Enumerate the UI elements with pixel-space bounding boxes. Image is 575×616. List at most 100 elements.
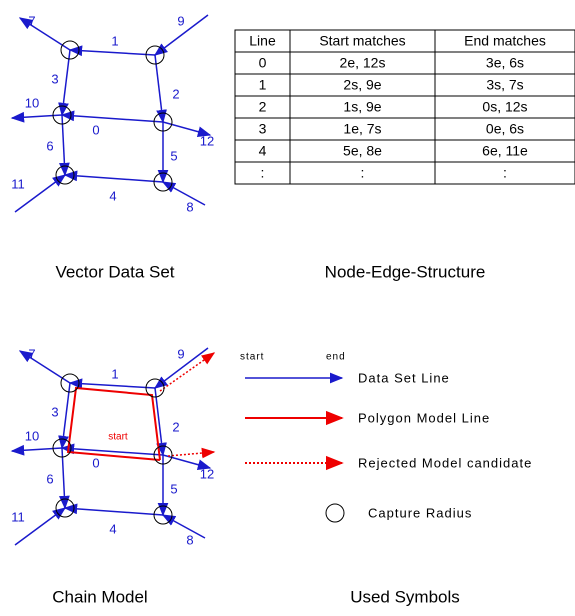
edge-label: 0 — [92, 455, 99, 470]
capture-radius — [52, 438, 72, 458]
edge-label: 6 — [46, 138, 53, 153]
edge-label: 1 — [111, 366, 118, 381]
edge — [68, 45, 156, 57]
edge — [60, 110, 164, 123]
edge — [14, 174, 67, 213]
edge — [161, 514, 206, 539]
edge-label: 4 — [109, 188, 116, 203]
capture-radius — [153, 172, 173, 192]
cell: 3s, 7s — [486, 77, 523, 93]
header-cell: Start matches — [319, 33, 405, 49]
edge — [162, 121, 212, 137]
polygon-model — [66, 386, 161, 461]
edge-label: 7 — [28, 346, 35, 361]
capture-radius — [145, 45, 165, 65]
edge-label: 8 — [186, 199, 193, 214]
edge-label: 1 — [111, 33, 118, 48]
start-label: start — [108, 432, 128, 443]
capture-radius — [153, 445, 173, 465]
edge — [10, 111, 63, 123]
capture-radius — [52, 105, 72, 125]
edge-label: 10 — [25, 95, 39, 110]
edge — [153, 14, 209, 56]
capture-radius — [55, 165, 75, 185]
edge-label: 9 — [177, 13, 184, 28]
edge — [63, 170, 164, 183]
caption: Used Symbols — [350, 587, 460, 606]
legend-item: Data Set Line — [358, 370, 450, 385]
cell: : — [261, 165, 265, 181]
cell: 0s, 12s — [482, 99, 527, 115]
edge-label: 12 — [200, 133, 214, 148]
rejected-candidate — [159, 352, 216, 392]
cell: : — [361, 165, 365, 181]
cell: 2s, 9e — [343, 77, 381, 93]
edge-label: 3 — [51, 71, 58, 86]
rejected-candidate — [167, 447, 216, 459]
cell: 1s, 9e — [343, 99, 381, 115]
caption: Chain Model — [52, 587, 147, 606]
edge-label: 11 — [11, 509, 25, 524]
cell: 1e, 7s — [343, 121, 381, 137]
legend-end: end — [326, 352, 346, 363]
edge — [58, 447, 70, 510]
edge-label: 0 — [92, 122, 99, 137]
table: Line Start matches End matches 0 2e, 12s 3e, … — [234, 29, 575, 185]
edge — [58, 382, 71, 450]
edge — [154, 54, 167, 124]
cell: 0e, 6s — [486, 121, 524, 137]
cell: : — [503, 165, 507, 181]
edge-label: 2 — [172, 86, 179, 101]
capture-radius — [153, 112, 173, 132]
capture-radius — [153, 505, 173, 525]
edge-label: 3 — [51, 404, 58, 419]
edge-label: 9 — [177, 346, 184, 361]
capture-radius — [60, 40, 80, 60]
legend-symbol — [325, 503, 345, 523]
capture-radius — [55, 498, 75, 518]
table-border — [234, 29, 575, 185]
cell: 4 — [259, 143, 267, 159]
edge-label: 5 — [170, 481, 177, 496]
edge — [18, 350, 71, 384]
edge-label: 5 — [170, 148, 177, 163]
legend: start end Data Set Line Polygon Model Li… — [240, 352, 532, 523]
header-cell: End matches — [464, 33, 546, 49]
caption: Vector Data Set — [55, 262, 174, 281]
edge-label: 2 — [172, 419, 179, 434]
edge — [60, 443, 164, 456]
cell: 2 — [259, 99, 267, 115]
header-cell: Line — [249, 33, 276, 49]
edge — [63, 503, 164, 516]
cell: 6e, 11e — [482, 143, 528, 159]
cell: 2e, 12s — [340, 55, 386, 71]
cell: 0 — [259, 55, 267, 71]
edge — [161, 181, 206, 206]
capture-radius — [60, 373, 80, 393]
edge — [18, 17, 71, 51]
cell: 3 — [259, 121, 267, 137]
edge-label: 4 — [109, 521, 116, 536]
edge — [68, 378, 156, 390]
edge-label: 6 — [46, 471, 53, 486]
edge — [58, 49, 71, 117]
caption: Node-Edge-Structure — [325, 262, 486, 281]
cell: 3e, 6s — [486, 55, 524, 71]
cell: 5e, 8e — [343, 143, 382, 159]
legend-item: Rejected Model candidate — [358, 455, 532, 470]
edge-label: 12 — [200, 466, 214, 481]
cell: 1 — [259, 77, 267, 93]
edge — [154, 387, 167, 457]
edge-label: 8 — [186, 532, 193, 547]
edge — [162, 454, 212, 470]
edge-label: 7 — [28, 13, 35, 28]
legend-item: Polygon Model Line — [358, 410, 490, 425]
capture-radius — [145, 378, 165, 398]
edge — [153, 347, 209, 389]
legend-item: Capture Radius — [368, 505, 472, 520]
edge-label: 11 — [11, 176, 25, 191]
legend-start: start — [240, 352, 264, 363]
